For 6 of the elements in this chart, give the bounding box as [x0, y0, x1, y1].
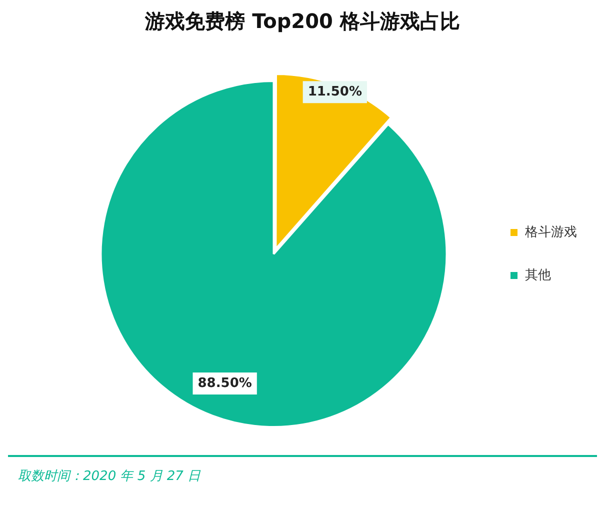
- legend-label: 格斗游戏: [524, 224, 577, 240]
- text: 取数时间：2020 年 5 月 27 日: [17, 468, 202, 485]
- chart-title: 游戏免费榜 Top200 格斗游戏占比: [144, 8, 461, 35]
- legend-label: 其他: [525, 268, 551, 283]
- data-label: 88.50%: [198, 376, 252, 391]
- data-label: 11.50%: [308, 84, 362, 100]
